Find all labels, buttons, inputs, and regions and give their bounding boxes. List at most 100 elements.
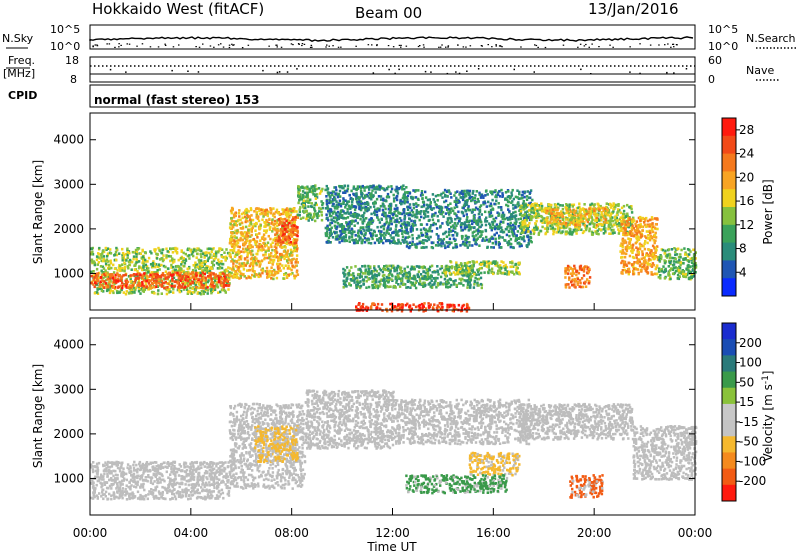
- cell: [494, 264, 497, 267]
- cell: [250, 208, 253, 212]
- cell: [387, 281, 390, 284]
- cell: [406, 271, 409, 275]
- cell: [466, 198, 469, 202]
- cell: [454, 267, 457, 271]
- cell: [352, 185, 356, 188]
- cell: [220, 272, 223, 276]
- cell: [238, 245, 241, 249]
- cell: [290, 251, 293, 254]
- cell: [217, 280, 221, 284]
- freq-dot: [629, 71, 631, 73]
- cell: [342, 282, 346, 286]
- cell: [102, 276, 105, 280]
- cell: [106, 285, 110, 288]
- cell: [505, 227, 508, 231]
- cell: [113, 282, 116, 285]
- cell: [454, 212, 457, 216]
- cell: [494, 262, 497, 265]
- cell: [512, 211, 515, 214]
- cell: [146, 276, 149, 280]
- cell: [248, 240, 252, 243]
- cell: [405, 240, 408, 244]
- cell: [459, 196, 462, 199]
- cell: [260, 259, 264, 262]
- cell: [288, 233, 292, 236]
- cell: [270, 209, 273, 212]
- cell: [235, 253, 239, 256]
- cell: [204, 287, 207, 290]
- cell: [434, 222, 437, 226]
- cell: [518, 192, 521, 196]
- cell: [184, 278, 187, 282]
- cell: [365, 275, 369, 279]
- cell: [194, 288, 197, 292]
- cell: [472, 235, 475, 238]
- cell: [132, 273, 136, 276]
- cell: [276, 224, 279, 227]
- cell: [281, 226, 285, 230]
- cell: [471, 274, 474, 278]
- cell: [517, 237, 520, 240]
- cell: [401, 238, 404, 242]
- cell: [329, 241, 332, 244]
- cell: [520, 224, 523, 227]
- cell: [217, 250, 220, 254]
- cell: [411, 197, 414, 201]
- cell: [364, 186, 367, 189]
- cell: [379, 225, 383, 229]
- cell: [481, 230, 484, 233]
- cell: [557, 230, 560, 234]
- cell: [409, 227, 412, 231]
- cell: [344, 212, 348, 215]
- cell: [309, 213, 312, 217]
- cell: [424, 196, 428, 199]
- cell: [448, 213, 451, 216]
- cell: [242, 234, 245, 238]
- cell: [188, 254, 191, 257]
- nsearch-dot: [562, 44, 565, 46]
- cell: [419, 228, 423, 232]
- cell: [344, 235, 347, 239]
- nsky-left-bottom-tick: 10^0: [50, 40, 80, 53]
- cell: [410, 209, 413, 212]
- cell: [135, 255, 138, 259]
- cell: [410, 196, 413, 200]
- cell: [432, 221, 436, 225]
- cell: [338, 199, 342, 203]
- cell: [475, 222, 478, 225]
- cell: [108, 273, 111, 276]
- cell: [400, 202, 403, 205]
- freq-dot: [125, 71, 127, 73]
- cell: [363, 264, 367, 268]
- cell: [405, 286, 408, 289]
- cell: [224, 284, 228, 287]
- cell: [185, 288, 189, 291]
- cell: [304, 186, 307, 189]
- cell: [162, 285, 165, 288]
- cell: [375, 280, 378, 284]
- cell: [141, 280, 144, 284]
- cell: [452, 283, 456, 286]
- cell: [364, 268, 367, 272]
- cell: [95, 275, 99, 279]
- cell: [283, 235, 287, 239]
- cell: [405, 186, 408, 189]
- cell: [549, 224, 552, 228]
- cell: [445, 285, 448, 289]
- cell: [330, 221, 334, 225]
- cell: [395, 187, 398, 190]
- cell: [332, 212, 335, 215]
- cell: [480, 223, 484, 227]
- cell: [161, 259, 165, 263]
- cell: [406, 236, 409, 239]
- cell: [409, 206, 412, 209]
- cell: [472, 238, 476, 241]
- cell: [159, 258, 162, 261]
- cell: [150, 251, 153, 255]
- cell: [466, 279, 469, 283]
- cell: [337, 217, 340, 221]
- cell: [463, 274, 466, 277]
- cell: [401, 196, 405, 200]
- cell: [233, 234, 236, 238]
- nsearch-dot: [500, 45, 502, 47]
